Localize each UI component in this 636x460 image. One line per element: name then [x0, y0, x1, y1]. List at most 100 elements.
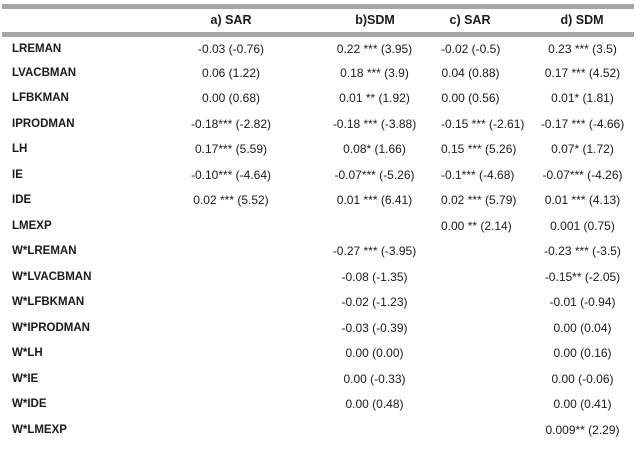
cell-d-sdm: -0.07*** (-4.26): [542, 167, 623, 182]
cell-b-sdm: [300, 213, 440, 239]
row-label: LVACBMAN: [12, 66, 77, 79]
header-cell-d-sdm: d) SDM: [538, 4, 634, 37]
cell-d-sdm: 0.001 (0.75): [550, 218, 615, 233]
cell-c-sar: 0.00 (0.56): [441, 91, 500, 106]
table-row: W*LH 0.00 (0.00) 0.00 (0.16): [2, 341, 634, 367]
cell-a-sar: [162, 315, 300, 341]
table-row: W*LVACBMAN -0.08 (-1.35) -0.15** (-2.05): [2, 264, 634, 290]
table-row: LVACBMAN 0.06 (1.22) 0.18 *** (3.9) 0.04…: [2, 60, 634, 86]
table-row: W*LMEXP 0.009** (2.29): [2, 417, 634, 443]
cell-b-sdm: -0.03 (-0.39): [341, 320, 408, 335]
cell-a-sar: [162, 290, 300, 316]
cell-a-sar: -0.10*** (-4.64): [190, 167, 272, 182]
table-row: W*LREMAN -0.27 *** (-3.95) -0.23 *** (-3…: [2, 239, 634, 265]
row-label: W*IE: [12, 372, 39, 385]
row-label: W*LREMAN: [12, 245, 77, 258]
cell-b-sdm: 0.08* (1.66): [343, 142, 406, 157]
row-label: W*LFBKMAN: [12, 296, 85, 309]
table-row: W*LFBKMAN -0.02 (-1.23) -0.01 (-0.94): [2, 290, 634, 316]
row-label: LH: [12, 143, 28, 156]
cell-a-sar: [162, 239, 300, 265]
cell-b-sdm: 0.00 (0.48): [345, 397, 404, 412]
row-label: LMEXP: [12, 219, 52, 232]
cell-a-sar: 0.17*** (5.59): [194, 142, 268, 157]
cell-d-sdm: 0.07* (1.72): [551, 142, 614, 157]
cell-d-sdm: 0.00 (0.04): [553, 320, 612, 335]
regression-results-table: a) SAR b)SDM c) SAR d) SDM LREMAN -0.03 …: [2, 4, 634, 443]
cell-c-sar: 0.04 (0.88): [441, 65, 500, 80]
header-cell-a-sar: a) SAR: [162, 4, 300, 37]
cell-b-sdm: -0.08 (-1.35): [341, 269, 408, 284]
cell-b-sdm: [300, 417, 440, 443]
cell-a-sar: [162, 213, 300, 239]
cell-d-sdm: -0.15** (-2.05): [544, 269, 621, 284]
cell-d-sdm: 0.01* (1.81): [551, 91, 614, 106]
cell-c-sar: [440, 290, 538, 316]
cell-a-sar: 0.00 (0.68): [201, 91, 261, 106]
cell-b-sdm: -0.18 *** (-3.88): [332, 116, 417, 131]
header-cell-b-sdm: b)SDM: [300, 4, 440, 37]
table-row: IE -0.10*** (-4.64) -0.07*** (-5.26) -0.…: [2, 162, 634, 188]
row-label: IPRODMAN: [12, 117, 75, 130]
cell-a-sar: [162, 264, 300, 290]
row-label: IDE: [12, 194, 32, 207]
cell-c-sar: [440, 392, 538, 418]
cell-a-sar: [162, 417, 300, 443]
cell-b-sdm: -0.02 (-1.23): [341, 295, 408, 310]
table-row: LREMAN -0.03 (-0.76) 0.22 *** (3.95) -0.…: [2, 35, 634, 61]
cell-c-sar: 0.00 ** (2.14): [441, 218, 512, 233]
cell-b-sdm: 0.00 (-0.33): [343, 371, 406, 386]
row-label: IE: [12, 168, 23, 181]
cell-c-sar: 0.02 *** (5.79): [441, 193, 517, 208]
cell-a-sar: -0.18*** (-2.82): [190, 116, 272, 131]
cell-c-sar: 0.15 *** (5.26): [441, 142, 517, 157]
header-cell-empty: [2, 4, 162, 37]
cell-b-sdm: 0.22 *** (3.95): [336, 41, 413, 56]
page: a) SAR b)SDM c) SAR d) SDM LREMAN -0.03 …: [0, 4, 636, 460]
cell-d-sdm: 0.23 *** (3.5): [548, 41, 617, 56]
cell-c-sar: -0.02 (-0.5): [441, 41, 501, 56]
cell-c-sar: [440, 366, 538, 392]
cell-a-sar: 0.02 *** (5.52): [193, 193, 269, 208]
cell-b-sdm: -0.27 *** (-3.95): [332, 244, 417, 259]
cell-c-sar: [440, 264, 538, 290]
cell-b-sdm: 0.00 (0.00): [345, 346, 404, 361]
table-row: LFBKMAN 0.00 (0.68) 0.01 ** (1.92) 0.00 …: [2, 86, 634, 112]
cell-c-sar: [440, 341, 538, 367]
cell-c-sar: -0.15 *** (-2.61): [441, 116, 525, 131]
row-label: LREMAN: [12, 42, 62, 55]
row-label: W*LVACBMAN: [12, 270, 92, 283]
row-label: W*LH: [12, 347, 43, 360]
cell-c-sar: [440, 315, 538, 341]
table-row: IDE 0.02 *** (5.52) 0.01 *** (6.41) 0.02…: [2, 188, 634, 214]
cell-c-sar: [440, 417, 538, 443]
cell-a-sar: [162, 392, 300, 418]
cell-a-sar: -0.03 (-0.76): [197, 41, 265, 56]
cell-d-sdm: -0.01 (-0.94): [549, 295, 616, 310]
cell-d-sdm: -0.17 *** (-4.66): [540, 116, 625, 131]
cell-b-sdm: 0.18 *** (3.9): [340, 65, 409, 80]
table-row: IPRODMAN -0.18*** (-2.82) -0.18 *** (-3.…: [2, 111, 634, 137]
cell-c-sar: [440, 239, 538, 265]
cell-d-sdm: 0.00 (0.16): [553, 346, 612, 361]
row-label: W*IDE: [12, 398, 47, 411]
row-label: W*IPRODMAN: [12, 321, 90, 334]
cell-d-sdm: 0.00 (0.41): [553, 397, 612, 412]
cell-c-sar: -0.1*** (-4.68): [441, 167, 515, 182]
cell-d-sdm: 0.17 *** (4.52): [544, 65, 621, 80]
cell-a-sar: 0.06 (1.22): [201, 65, 261, 80]
table-row: LH 0.17*** (5.59) 0.08* (1.66) 0.15 *** …: [2, 137, 634, 163]
table-row: W*IPRODMAN -0.03 (-0.39) 0.00 (0.04): [2, 315, 634, 341]
table-header: a) SAR b)SDM c) SAR d) SDM: [2, 4, 634, 37]
cell-b-sdm: -0.07*** (-5.26): [334, 167, 415, 182]
table-body: LREMAN -0.03 (-0.76) 0.22 *** (3.95) -0.…: [2, 35, 634, 443]
cell-d-sdm: 0.00 (-0.06): [551, 371, 614, 386]
row-label: W*LMEXP: [12, 423, 67, 436]
cell-a-sar: [162, 341, 300, 367]
table-row: W*IDE 0.00 (0.48) 0.00 (0.41): [2, 392, 634, 418]
cell-b-sdm: 0.01 *** (6.41): [336, 193, 413, 208]
cell-a-sar: [162, 366, 300, 392]
header-row: a) SAR b)SDM c) SAR d) SDM: [2, 4, 634, 37]
row-label: LFBKMAN: [12, 92, 69, 105]
cell-d-sdm: -0.23 *** (-3.5): [544, 244, 621, 259]
